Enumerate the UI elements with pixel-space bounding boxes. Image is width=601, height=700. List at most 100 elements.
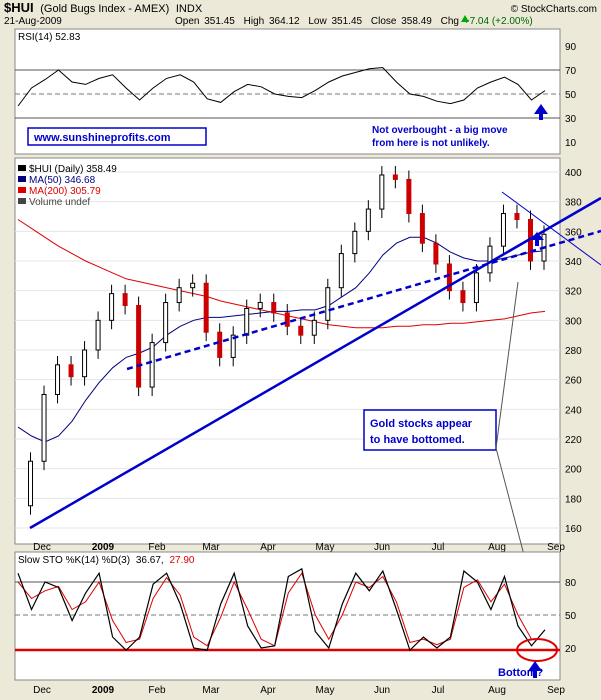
price-tick-label: 260: [565, 376, 582, 387]
sto-k-line: [17, 567, 546, 652]
up-triangle-icon: [461, 15, 469, 22]
legend-entry: $HUI (Daily) 358.49: [29, 164, 117, 175]
resistance-trendline: [501, 191, 601, 266]
candle-body: [217, 331, 223, 358]
x-tick-label: 2009: [92, 542, 115, 553]
candle-body: [176, 287, 182, 304]
x-tick-label: 2009: [92, 685, 115, 696]
rsi-tick-label: 50: [565, 90, 577, 101]
candle-body: [122, 293, 128, 306]
rsi-up-arrow-icon: [534, 104, 548, 120]
candle-body: [203, 282, 209, 333]
callout-line-up: [495, 281, 519, 449]
open-label: Open: [175, 16, 199, 27]
legend-swatch: [18, 176, 26, 182]
close-value: 358.49: [401, 16, 432, 27]
candle-body: [163, 302, 169, 344]
svg-text:Open 351.45 High: Open 351.45 High 364.12 Low 351.45 Close…: [175, 16, 533, 27]
ma200-line: [17, 219, 546, 329]
candle-body: [500, 213, 506, 247]
symbol: $HUI: [4, 0, 34, 15]
rsi-tick-label: 30: [565, 114, 577, 125]
candle-body: [379, 174, 385, 210]
x-tick-label: Mar: [202, 685, 220, 696]
candle-body: [271, 302, 277, 314]
legend-entry: MA(50) 346.68: [29, 175, 96, 186]
x-tick-label: Sep: [547, 685, 565, 696]
rsi-panel: 90 70 50 30 10 RSI(14) 52.83 www.sunshinepro…: [14, 28, 577, 155]
price-tick-label: 200: [565, 465, 582, 476]
legend-swatch: [18, 198, 26, 204]
sto-tick-label: 20: [565, 644, 577, 655]
rsi-note-line2: from here is not unlikely.: [372, 138, 490, 149]
price-tick-label: 360: [565, 227, 582, 238]
price-up-arrow-icon: [530, 232, 544, 246]
rsi-tick-label: 90: [565, 42, 577, 53]
website-link[interactable]: www.sunshineprofits.com: [33, 132, 171, 144]
support-trendline: [29, 196, 601, 530]
candle-body: [487, 245, 493, 274]
candle-body: [298, 325, 304, 336]
candle-body: [28, 460, 34, 507]
chg-label: Chg: [441, 16, 459, 27]
sto-up-arrow-icon: [528, 661, 542, 678]
candle-body: [109, 293, 115, 321]
price-panel: 400380360340320300280260240220200180160 …: [14, 157, 601, 621]
price-tick-label: 380: [565, 198, 582, 209]
price-tick-label: 240: [565, 405, 582, 416]
price-note-box: [363, 409, 497, 451]
x-tick-label: Jul: [432, 542, 445, 553]
candle-body: [284, 312, 290, 327]
legend-swatch: [18, 165, 26, 171]
candle-body: [352, 230, 358, 255]
rsi-tick-label: 10: [565, 138, 577, 149]
candle-body: [325, 287, 331, 321]
watermark: © StockCharts.com: [511, 4, 597, 15]
candle-body: [365, 208, 371, 232]
header-date: 21-Aug-2009: [4, 16, 62, 27]
candle-body: [68, 364, 74, 378]
low-value: 351.45: [332, 16, 363, 27]
open-value: 351.45: [204, 16, 235, 27]
x-tick-label: Aug: [488, 542, 506, 553]
candle-body: [460, 290, 466, 304]
index-name: (Gold Bugs Index - AMEX): [40, 3, 169, 15]
price-tick-label: 220: [565, 435, 582, 446]
x-tick-label: Dec: [33, 542, 51, 553]
x-tick-label: Sep: [547, 542, 565, 553]
sto-tick-label: 50: [565, 611, 577, 622]
x-tick-label: Jun: [374, 542, 390, 553]
price-tick-label: 280: [565, 346, 582, 357]
candle-body: [433, 242, 439, 265]
price-tick-label: 320: [565, 287, 582, 298]
ma50-line: [17, 236, 546, 443]
candle-body: [244, 307, 250, 336]
svg-text:$HUI (Gold Bugs Index -: $HUI (Gold Bugs Index - AMEX) INDX: [4, 0, 203, 15]
candle-body: [446, 263, 452, 292]
x-axis-bottom: Dec 2009 Feb Mar Apr May Jun Jul Aug Sep: [33, 685, 565, 696]
candle-body: [514, 213, 520, 220]
rsi-tick-label: 70: [565, 66, 577, 77]
bottom-ellipse: [516, 638, 558, 662]
price-panel-frame: [14, 157, 561, 545]
candle-body: [95, 319, 101, 351]
chart-header: $HUI (Gold Bugs Index - AMEX) INDX 21-Au…: [4, 0, 597, 27]
dashed-trendline: [126, 229, 601, 371]
price-tick-label: 300: [565, 316, 582, 327]
sto-k-value: 36.67,: [136, 555, 164, 566]
candle-body: [257, 302, 263, 309]
price-note-line2: to have bottomed.: [370, 434, 465, 446]
candle-body: [406, 178, 412, 215]
x-tick-label: Dec: [33, 685, 51, 696]
exchange: INDX: [176, 3, 203, 15]
svg-text:Slow STO %K(14) %D(3) 36: Slow STO %K(14) %D(3) 36.67, 27.90: [18, 555, 195, 566]
x-tick-label: May: [316, 685, 335, 696]
legend-entry: Volume undef: [29, 197, 90, 208]
high-label: High: [244, 16, 265, 27]
x-tick-label: Apr: [260, 542, 276, 553]
sto-panel-frame: [14, 551, 561, 681]
candle-body: [55, 364, 61, 396]
candle-body: [392, 174, 398, 180]
candle-body: [230, 334, 236, 358]
